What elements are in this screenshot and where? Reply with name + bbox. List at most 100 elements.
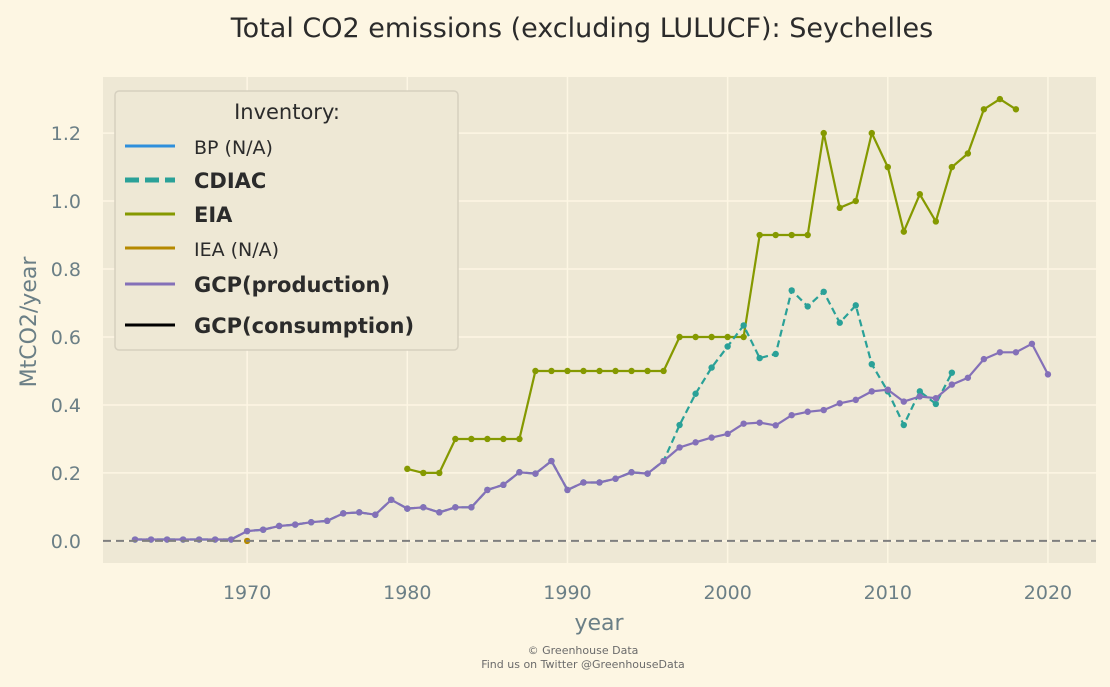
footer-twitter: Find us on Twitter @GreenhouseData	[481, 658, 685, 671]
data-point	[820, 288, 827, 295]
data-point	[820, 129, 827, 137]
data-point	[788, 287, 795, 294]
data-point	[484, 435, 491, 443]
data-point	[916, 393, 924, 400]
data-point	[964, 150, 972, 157]
x-tick-label: 2010	[864, 582, 912, 604]
footer-credit: © Greenhouse Data	[528, 644, 639, 657]
data-point	[836, 204, 843, 212]
data-point	[1044, 371, 1052, 378]
data-point	[548, 367, 555, 375]
data-point	[980, 106, 988, 113]
y-tick-label: 0.2	[51, 463, 81, 485]
data-point	[468, 435, 475, 443]
legend-label: BP (N/A)	[194, 137, 273, 159]
data-point	[500, 481, 507, 489]
data-point	[996, 349, 1004, 356]
data-point	[708, 364, 715, 371]
data-point	[692, 439, 699, 446]
data-point	[532, 367, 539, 375]
data-point	[500, 435, 507, 443]
data-point	[564, 367, 571, 375]
data-point	[916, 191, 924, 198]
data-point	[660, 457, 667, 465]
y-tick-label: 1.0	[51, 191, 81, 213]
data-point	[868, 388, 875, 395]
legend-label: GCP(consumption)	[194, 314, 414, 338]
data-point	[660, 367, 667, 375]
legend-label: GCP(production)	[194, 273, 390, 297]
legend-title: Inventory:	[234, 100, 340, 124]
data-point	[756, 354, 763, 362]
data-point	[596, 479, 603, 486]
data-point	[884, 386, 891, 393]
data-point	[1028, 340, 1036, 347]
chart-title: Total CO2 emissions (excluding LULUCF): …	[230, 13, 933, 44]
data-point	[900, 421, 908, 429]
series-gcp-production	[131, 340, 1052, 543]
data-point	[964, 374, 972, 381]
x-tick-label: 1990	[543, 582, 591, 604]
data-point	[676, 333, 683, 341]
data-point	[932, 394, 940, 402]
data-point	[820, 406, 827, 414]
legend-item-bp-n-a: BP (N/A)	[125, 137, 273, 159]
data-point	[756, 419, 763, 426]
data-point	[772, 422, 779, 429]
data-point	[516, 469, 523, 476]
data-point	[900, 398, 908, 405]
data-point	[1012, 106, 1020, 113]
data-point	[852, 396, 859, 404]
data-point	[772, 231, 779, 239]
legend: Inventory: BP (N/A) CDIAC EIA IEA (N/A) GCP(…	[114, 90, 459, 351]
data-point	[468, 504, 475, 511]
data-point	[772, 350, 779, 358]
legend-item-iea-n-a: IEA (N/A)	[125, 239, 279, 261]
data-point	[948, 369, 956, 376]
y-axis-label: MtCO2/year	[17, 256, 42, 388]
legend-box	[114, 90, 459, 351]
data-point	[740, 420, 747, 427]
data-point	[452, 504, 459, 511]
data-point	[340, 510, 347, 517]
data-point	[932, 400, 940, 408]
data-point	[788, 231, 795, 239]
data-point	[436, 509, 443, 516]
series-eia	[404, 95, 1020, 477]
data-point	[243, 527, 251, 535]
data-point	[372, 511, 379, 518]
data-point	[532, 470, 539, 477]
data-point	[980, 355, 988, 363]
data-point	[724, 430, 731, 438]
data-point	[420, 469, 427, 477]
x-tick-label: 2000	[703, 582, 751, 604]
data-point	[948, 163, 956, 171]
data-point	[740, 322, 747, 329]
data-point	[612, 475, 619, 482]
data-point	[804, 408, 811, 415]
x-tick-label: 2020	[1024, 582, 1072, 604]
data-point	[708, 434, 715, 441]
data-point	[259, 526, 267, 533]
y-tick-label: 1.2	[51, 123, 81, 145]
legend-label: CDIAC	[194, 169, 266, 193]
data-point	[484, 486, 491, 494]
data-point	[900, 228, 908, 235]
data-point	[564, 486, 571, 494]
data-point	[836, 400, 843, 407]
data-point	[404, 505, 411, 512]
data-point	[644, 470, 651, 477]
data-point	[404, 465, 411, 473]
data-point	[868, 129, 875, 137]
data-point	[580, 479, 587, 486]
data-point	[804, 231, 811, 239]
grid	[103, 77, 1096, 563]
data-point	[548, 457, 555, 465]
data-point	[852, 197, 859, 205]
data-point	[692, 333, 699, 341]
data-point	[436, 469, 443, 477]
data-point	[1012, 349, 1020, 356]
legend-item-gcp-consumption: GCP(consumption)	[125, 314, 414, 338]
y-tick-label: 0.8	[51, 259, 81, 281]
legend-item-cdiac: CDIAC	[125, 169, 266, 193]
